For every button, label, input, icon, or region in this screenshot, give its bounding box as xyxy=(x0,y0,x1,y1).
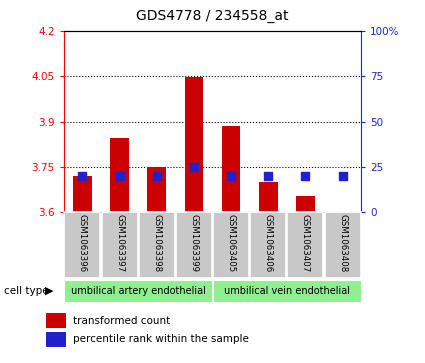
Bar xyxy=(73,176,92,212)
Text: GSM1063398: GSM1063398 xyxy=(152,214,161,273)
Point xyxy=(190,164,197,170)
Text: GSM1063405: GSM1063405 xyxy=(227,214,235,273)
Text: umbilical vein endothelial: umbilical vein endothelial xyxy=(224,286,350,296)
Bar xyxy=(102,212,138,278)
Text: GSM1063397: GSM1063397 xyxy=(115,214,124,273)
Bar xyxy=(184,77,203,212)
Point xyxy=(116,173,123,179)
Bar xyxy=(46,332,66,347)
Text: GSM1063399: GSM1063399 xyxy=(190,214,198,272)
Text: cell type: cell type xyxy=(4,286,49,296)
Text: transformed count: transformed count xyxy=(73,315,170,326)
Point xyxy=(79,173,86,179)
Point xyxy=(153,173,160,179)
Bar xyxy=(287,212,323,278)
Bar xyxy=(296,196,315,212)
Point xyxy=(302,173,309,179)
Text: umbilical artery endothelial: umbilical artery endothelial xyxy=(71,286,206,296)
Bar xyxy=(46,314,66,328)
Bar xyxy=(64,280,212,302)
Bar xyxy=(147,167,166,212)
Bar xyxy=(110,138,129,212)
Text: GSM1063408: GSM1063408 xyxy=(338,214,347,273)
Text: GDS4778 / 234558_at: GDS4778 / 234558_at xyxy=(136,9,289,23)
Bar xyxy=(222,126,241,212)
Bar xyxy=(325,212,361,278)
Bar xyxy=(250,212,286,278)
Bar xyxy=(176,212,212,278)
Point xyxy=(265,173,272,179)
Bar xyxy=(64,212,100,278)
Text: GSM1063406: GSM1063406 xyxy=(264,214,273,273)
Text: percentile rank within the sample: percentile rank within the sample xyxy=(73,334,249,344)
Point xyxy=(228,173,235,179)
Text: GSM1063407: GSM1063407 xyxy=(301,214,310,273)
Point xyxy=(339,173,346,179)
Text: GSM1063396: GSM1063396 xyxy=(78,214,87,273)
Bar xyxy=(259,182,278,212)
Bar xyxy=(139,212,175,278)
Bar xyxy=(213,212,249,278)
Text: ▶: ▶ xyxy=(45,286,53,296)
Bar xyxy=(213,280,361,302)
